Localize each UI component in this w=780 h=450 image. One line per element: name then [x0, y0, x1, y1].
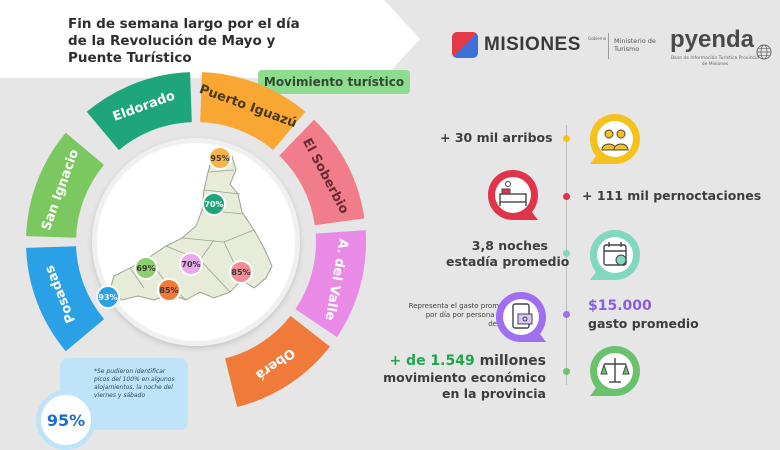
- pct-puerto-iguazu: 95%: [208, 146, 232, 170]
- gasto-label: gasto promedio: [588, 316, 699, 331]
- page-title: Fin de semana largo por el día de la Rev…: [68, 16, 388, 67]
- pct-a-del-valle: 70%: [179, 252, 203, 276]
- economico-suffix: millones: [474, 353, 546, 369]
- misiones-logo: MISIONES: [484, 34, 581, 55]
- scale-icon: [590, 346, 640, 396]
- pct-posadas: 93%: [96, 285, 120, 309]
- calendar-icon: [590, 230, 640, 280]
- dot-arribos: [563, 135, 570, 142]
- pct-el-soberbio: 85%: [229, 260, 253, 284]
- misiones-map: [109, 151, 273, 301]
- pct-obera: 85%: [157, 278, 181, 302]
- stat-noches-line1: 3,8 noches: [471, 238, 548, 253]
- economico-prefix: + de 1.549: [389, 353, 475, 369]
- occupancy-peak: 95%: [36, 390, 96, 450]
- title-line-3: Puente Turístico: [68, 50, 192, 66]
- dot-economico: [563, 368, 570, 375]
- misiones-logo-icon: [452, 32, 478, 58]
- dot-gasto: [563, 311, 570, 318]
- stat-economico-line1: + de 1.549 millones: [380, 352, 546, 370]
- title-line-2: de la Revolución de Mayo y: [68, 33, 276, 49]
- region-segment-0: [86, 72, 192, 151]
- money-icon: [496, 292, 546, 342]
- region-segment-4: [225, 315, 330, 407]
- misiones-small: Gobierno: [588, 36, 607, 41]
- bed-icon: [488, 170, 538, 220]
- globe-icon: [756, 44, 772, 60]
- region-segment-3: [295, 230, 366, 338]
- region-segment-2: [279, 119, 365, 226]
- ministerio-label: Ministerio de Turismo: [614, 37, 656, 53]
- stat-pernoctaciones: + 111 mil pernoctaciones: [582, 188, 762, 203]
- logo-divider: [608, 33, 609, 59]
- pyenda-subtitle: Base de Información Turística Provincia …: [670, 56, 760, 67]
- title-banner: [0, 0, 420, 78]
- pct-san-ignacio: 69%: [134, 256, 158, 280]
- stat-economico-line2: movimiento económico: [383, 370, 546, 385]
- stat-arribos: + 30 mil arribos: [440, 130, 553, 145]
- people-icon: [590, 114, 640, 164]
- subtitle-tag: Movimiento turístico: [258, 70, 410, 94]
- pct-eldorado: 70%: [202, 192, 226, 216]
- region-segment-1: [200, 72, 306, 151]
- stat-economico: + de 1.549 millones movimiento económico…: [380, 352, 546, 402]
- dot-pernoctaciones: [563, 193, 570, 200]
- title-line-1: Fin de semana largo por el día: [68, 16, 300, 32]
- region-segment-6: [26, 132, 105, 238]
- stat-noches: 3,8 noches estadía promedio: [446, 238, 570, 270]
- dot-noches: [563, 250, 570, 257]
- stat-economico-line3: en la provincia: [442, 386, 546, 401]
- gasto-value: $15.000: [588, 298, 652, 314]
- region-segment-5: [26, 246, 105, 352]
- stat-noches-line2: estadía promedio: [446, 254, 570, 269]
- pyenda-logo: pyenda: [670, 26, 755, 53]
